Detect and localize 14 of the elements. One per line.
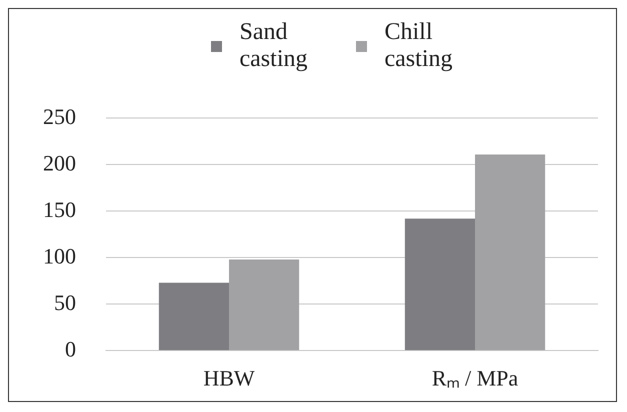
bar	[229, 260, 300, 350]
bar	[404, 218, 475, 350]
bar	[475, 154, 546, 350]
y-tick-label: 200	[43, 150, 76, 176]
x-tick-label: Rₘ / MPa	[432, 366, 518, 391]
y-tick-label: 150	[43, 196, 76, 222]
y-tick-label: 100	[43, 243, 76, 268]
y-tick-label: 250	[43, 104, 76, 129]
x-tick-label: HBW	[203, 366, 255, 391]
y-tick-label: 50	[54, 290, 76, 315]
legend-label: Sand casting	[240, 19, 308, 73]
bar	[158, 282, 229, 350]
y-tick-label: 0	[65, 336, 76, 362]
legend-label: Chill casting	[384, 19, 454, 73]
